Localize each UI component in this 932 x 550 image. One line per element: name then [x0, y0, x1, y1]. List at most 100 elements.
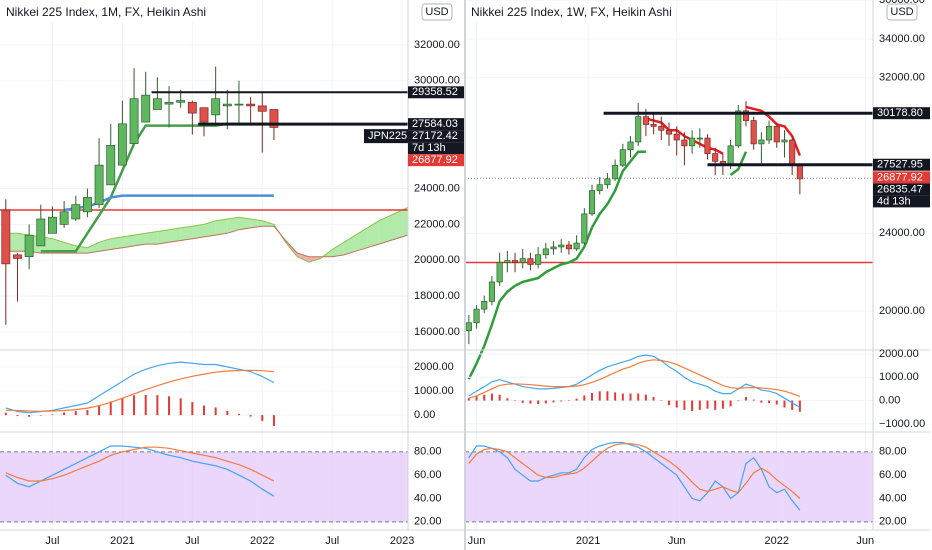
histogram-bar: [683, 400, 686, 410]
candle-body: [565, 244, 572, 250]
histogram-bar: [798, 400, 801, 412]
cloud-segment: [145, 231, 158, 245]
candle-body: [604, 178, 611, 186]
y-tick-label: 1000.00: [414, 385, 454, 397]
candle-body: [82, 197, 92, 213]
histogram-bar: [791, 400, 794, 410]
cloud-segment: [134, 233, 146, 246]
countdown-label: 4d 13h: [877, 195, 911, 207]
candle-body: [558, 244, 565, 248]
candle-body: [511, 260, 519, 263]
histogram-bar: [133, 395, 136, 416]
candle-body: [796, 164, 803, 180]
y-tick-label: 60.00: [414, 469, 442, 481]
y-tick-label: 32000.00: [414, 39, 460, 51]
candle-body: [681, 139, 688, 147]
histogram-bar: [583, 395, 586, 401]
candle-body: [187, 101, 197, 114]
cloud-span-a: [5, 206, 408, 263]
candle-body: [257, 105, 267, 112]
histogram-bar: [691, 400, 694, 412]
candle-body: [152, 98, 162, 110]
histogram-bar: [537, 400, 540, 405]
cloud-segment: [192, 224, 204, 239]
candle-body: [658, 126, 665, 131]
histogram-bar: [179, 398, 182, 416]
cloud-segment: [52, 238, 65, 254]
price-tag-label: 27527.95: [877, 159, 923, 171]
histogram-bar: [74, 411, 77, 416]
price-tag: [873, 183, 930, 196]
candle-body: [612, 164, 619, 180]
countdown-tag: [408, 142, 465, 155]
histogram-bar: [529, 400, 532, 404]
price-tag-label: 26877.92: [412, 154, 458, 166]
candle-body: [781, 139, 788, 143]
candle-body: [696, 137, 703, 140]
cloud-segment: [122, 235, 135, 248]
histogram-bar: [86, 410, 89, 416]
price-tag: [873, 107, 930, 120]
y-tick-label: 60.00: [879, 469, 907, 481]
histogram-bar: [272, 415, 275, 426]
histogram-bar: [521, 400, 524, 403]
candle-body: [465, 322, 472, 331]
plot-area: [465, 0, 873, 530]
price-tag-label: 26877.92: [877, 171, 923, 183]
plot-area: [0, 0, 408, 530]
chart-title: Nikkei 225 Index, 1M, FX, Heikin Ashi: [6, 5, 206, 19]
y-tick-label: 1000.00: [879, 371, 919, 383]
histogram-bar: [698, 400, 701, 410]
symbol-tag-label: JPN225: [368, 130, 407, 142]
price-tag: [408, 130, 465, 143]
x-tick-label: Jun: [468, 535, 486, 547]
candle-body: [596, 184, 603, 191]
y-tick-label: 16000.00: [414, 326, 460, 338]
histogram-bar: [706, 400, 709, 409]
y-tick-label: 0.00: [879, 394, 900, 406]
candle-body: [689, 137, 696, 147]
candle-body: [1, 209, 11, 265]
histogram-bar: [614, 392, 617, 401]
histogram-bar: [591, 393, 594, 401]
histogram-bar: [490, 393, 493, 401]
cloud-segment: [204, 220, 216, 237]
candle-body: [766, 126, 773, 141]
candle-body: [117, 123, 127, 166]
histogram-bar: [514, 400, 517, 402]
y-tick-label: 34000.00: [879, 33, 925, 45]
candle-body: [750, 120, 757, 145]
candle-body: [642, 116, 649, 125]
candle-body: [246, 103, 256, 107]
cloud-segment: [332, 242, 344, 257]
candle-body: [504, 260, 511, 263]
histogram-bar: [506, 398, 509, 401]
histogram-bar: [775, 400, 778, 405]
histogram-bar: [768, 400, 771, 404]
rsi-line: [468, 443, 801, 499]
candle-body: [742, 110, 750, 121]
histogram-bar: [575, 398, 578, 401]
candle-body: [496, 262, 503, 283]
price-tag-label: 26835.47: [877, 183, 923, 195]
histogram-bar: [483, 394, 486, 401]
candle-body: [673, 133, 680, 141]
x-tick-label: 2021: [110, 535, 134, 547]
histogram-bar: [261, 415, 264, 421]
x-tick-label: Jul: [325, 535, 339, 547]
candle-body: [94, 164, 104, 205]
histogram-bar: [552, 400, 555, 403]
histogram-bar: [729, 400, 732, 407]
y-tick-label: −1000.00: [879, 418, 925, 430]
cloud-segment: [250, 219, 263, 228]
y-tick-label: 20000.00: [414, 254, 460, 266]
histogram-bar: [63, 412, 66, 416]
currency-label: USD: [890, 6, 913, 18]
histogram-bar: [144, 394, 147, 416]
price-tag-label: 27172.42: [412, 130, 458, 142]
histogram-bar: [249, 415, 252, 417]
cloud-segment: [169, 227, 181, 243]
histogram-bar: [226, 411, 229, 416]
candle-body: [712, 153, 719, 162]
cloud-segment: [390, 210, 403, 241]
